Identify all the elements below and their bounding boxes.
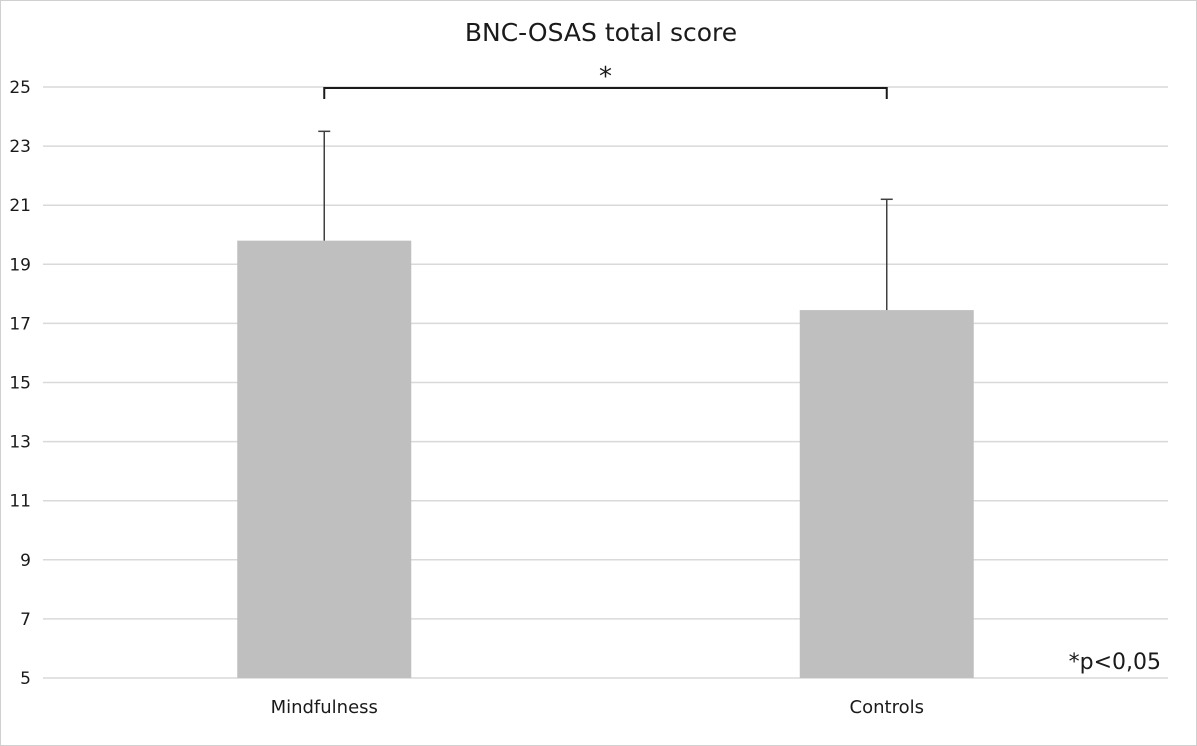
bar-controls bbox=[799, 310, 974, 678]
y-tick-label: 5 bbox=[20, 669, 31, 689]
bars bbox=[237, 240, 974, 678]
bracket-line bbox=[323, 87, 888, 99]
chart-title: BNC-OSAS total score bbox=[465, 18, 737, 47]
y-tick-label: 11 bbox=[9, 492, 31, 512]
x-axis-labels: Mindfulness Controls bbox=[271, 697, 924, 718]
y-tick-label: 19 bbox=[9, 255, 31, 275]
gridlines bbox=[43, 86, 1168, 679]
significance-bracket: * bbox=[323, 62, 888, 99]
y-tick-label: 9 bbox=[20, 551, 31, 571]
y-tick-label: 15 bbox=[9, 374, 31, 394]
error-bars bbox=[318, 130, 893, 311]
significance-marker: * bbox=[599, 62, 612, 92]
bar-mindfulness bbox=[237, 240, 412, 678]
x-tick-label: Controls bbox=[850, 697, 924, 718]
y-tick-label: 13 bbox=[9, 433, 31, 453]
x-tick-label: Mindfulness bbox=[271, 697, 378, 718]
y-tick-label: 17 bbox=[9, 314, 31, 334]
p-value-note: *p<0,05 bbox=[1069, 650, 1161, 675]
y-tick-label: 25 bbox=[9, 78, 31, 98]
y-tick-label: 7 bbox=[20, 610, 31, 630]
y-axis-ticks: 5 7 9 11 13 15 17 19 21 23 25 bbox=[9, 78, 31, 689]
y-tick-label: 23 bbox=[9, 137, 31, 157]
y-tick-label: 21 bbox=[9, 196, 31, 216]
